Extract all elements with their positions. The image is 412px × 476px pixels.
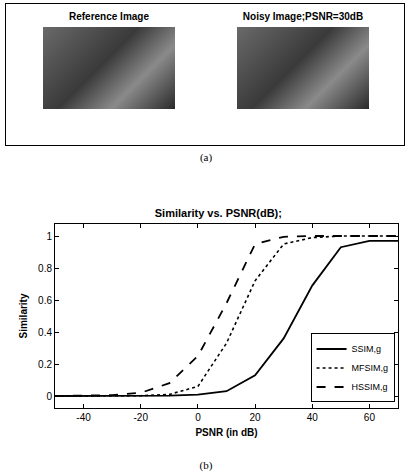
svg-text:1: 1	[46, 231, 52, 242]
html-text:(a): (a)	[199, 151, 213, 163]
svg-text:0.2: 0.2	[38, 359, 52, 370]
svg-text:0.8: 0.8	[38, 263, 52, 274]
svg-text:20: 20	[250, 412, 262, 423]
svg-text:Similarity vs. PSNR(dB);: Similarity vs. PSNR(dB);	[155, 207, 282, 219]
svg-text:0: 0	[195, 412, 201, 423]
svg-text:0.6: 0.6	[38, 295, 52, 306]
svg-text:Similarity: Similarity	[18, 293, 29, 338]
svg-text:SSIM,g: SSIM,g	[352, 344, 382, 354]
svg-text:MFSIM,g: MFSIM,g	[352, 363, 389, 373]
html-text:Reference Image: Reference Image	[69, 11, 149, 22]
svg-text:-20: -20	[134, 412, 149, 423]
svg-text:HSSIM,g: HSSIM,g	[352, 382, 388, 392]
svg-text:60: 60	[364, 412, 376, 423]
html-text:Noisy Image;PSNR=30dB: Noisy Image;PSNR=30dB	[242, 11, 364, 22]
html-text:(b): (b)	[199, 459, 213, 471]
svg-text:-40: -40	[76, 412, 91, 423]
svg-text:0: 0	[46, 391, 52, 402]
svg-text:0.4: 0.4	[38, 327, 52, 338]
svg-text:PSNR (in dB): PSNR (in dB)	[195, 427, 257, 438]
svg-text:40: 40	[307, 412, 319, 423]
